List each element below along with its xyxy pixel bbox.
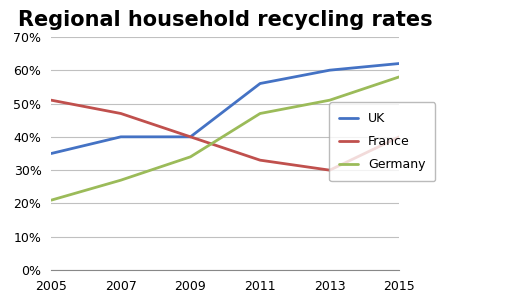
Line: France: France — [51, 100, 399, 170]
France — [396, 135, 402, 139]
Germany — [187, 155, 194, 159]
UK — [48, 152, 54, 155]
France — [48, 98, 54, 102]
Germany — [48, 198, 54, 202]
Line: UK: UK — [51, 64, 399, 154]
Legend: UK, France, Germany: UK, France, Germany — [329, 102, 435, 181]
UK — [118, 135, 124, 139]
Germany — [327, 98, 333, 102]
UK — [187, 135, 194, 139]
Line: Germany: Germany — [51, 77, 399, 200]
UK — [257, 82, 263, 85]
France — [118, 112, 124, 115]
UK — [327, 68, 333, 72]
France — [327, 168, 333, 172]
Title: Regional household recycling rates: Regional household recycling rates — [18, 10, 433, 30]
Germany — [118, 178, 124, 182]
France — [257, 158, 263, 162]
UK — [396, 62, 402, 65]
Germany — [396, 75, 402, 79]
France — [187, 135, 194, 139]
Germany — [257, 112, 263, 115]
